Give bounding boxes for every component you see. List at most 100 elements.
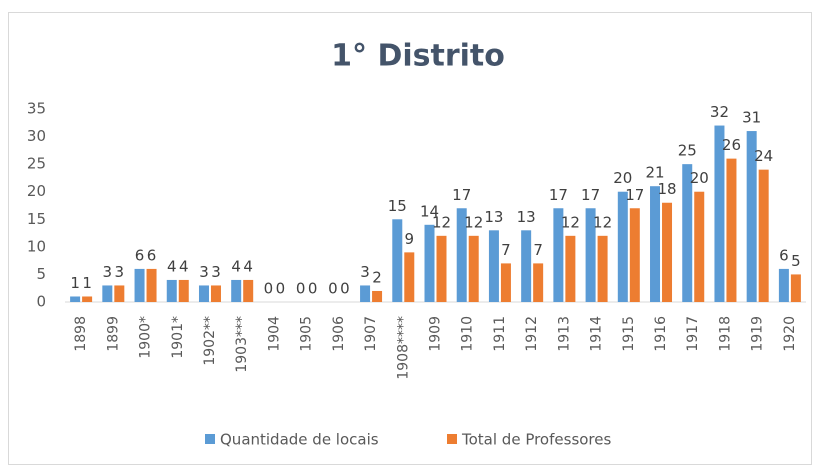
- bar: [597, 235, 608, 302]
- x-tick-label: 1908****: [395, 316, 411, 380]
- data-label: 3: [211, 263, 221, 281]
- data-label: 0: [340, 280, 350, 298]
- data-label: 15: [388, 197, 407, 215]
- bar: [70, 296, 81, 302]
- data-label: 31: [742, 109, 761, 127]
- data-label: 4: [243, 257, 253, 275]
- data-label: 32: [710, 103, 729, 121]
- bar: [553, 208, 564, 302]
- data-label: 12: [432, 213, 451, 231]
- x-tick-label: 1915: [621, 316, 637, 352]
- bar: [533, 263, 544, 302]
- chart-frame: [8, 12, 812, 465]
- data-label: 6: [779, 246, 789, 264]
- data-label: 3: [360, 263, 370, 281]
- bar: [82, 296, 93, 302]
- x-tick-label: 1911: [492, 316, 508, 352]
- x-tick-label: 1903***: [234, 316, 250, 373]
- bar: [360, 285, 371, 302]
- y-tick-label: 10: [27, 237, 46, 255]
- bar: [198, 285, 209, 302]
- data-label: 4: [167, 257, 177, 275]
- y-tick-label: 25: [27, 155, 46, 173]
- bar: [134, 268, 145, 302]
- data-label: 9: [405, 230, 415, 248]
- data-label: 1: [70, 274, 80, 292]
- bar: [243, 279, 254, 302]
- x-tick-label: 1918: [717, 316, 733, 352]
- bar: [210, 285, 221, 302]
- bar: [178, 279, 189, 302]
- bar: [436, 235, 447, 302]
- data-label: 21: [645, 164, 664, 182]
- data-label: 17: [452, 186, 471, 204]
- data-label: 2: [372, 268, 382, 286]
- bar: [521, 230, 532, 302]
- x-tick-label: 1907: [363, 316, 379, 352]
- data-label: 17: [625, 186, 644, 204]
- bar: [758, 169, 769, 302]
- legend-swatch: [205, 434, 215, 444]
- bar: [468, 235, 479, 302]
- x-tick-label: 1917: [685, 316, 701, 352]
- data-label: 17: [581, 186, 600, 204]
- x-tick-label: 1912: [524, 316, 540, 352]
- bar: [650, 186, 661, 302]
- data-label: 12: [464, 213, 483, 231]
- y-tick-label: 15: [27, 210, 46, 228]
- bar: [694, 191, 705, 302]
- data-label: 6: [135, 246, 145, 264]
- bar: [778, 268, 789, 302]
- bar: [231, 279, 242, 302]
- y-tick-label: 0: [36, 293, 46, 311]
- data-label: 1: [82, 274, 92, 292]
- data-label: 14: [420, 202, 439, 220]
- data-label: 6: [147, 246, 157, 264]
- legend-label: Total de Professores: [461, 431, 611, 449]
- bar: [746, 131, 757, 302]
- data-label: 24: [754, 147, 773, 165]
- x-tick-label: 1905: [299, 316, 315, 352]
- bar: [790, 274, 801, 302]
- x-tick-label: 1898: [73, 316, 89, 352]
- x-tick-label: 1910: [460, 316, 476, 352]
- x-tick-label: 1916: [653, 316, 669, 352]
- bar: [488, 230, 499, 302]
- bar: [146, 268, 157, 302]
- bar: [500, 263, 511, 302]
- data-label: 0: [308, 280, 318, 298]
- data-label: 25: [678, 142, 697, 160]
- bar: [617, 191, 628, 302]
- data-label: 20: [613, 169, 632, 187]
- bar: [372, 290, 383, 302]
- data-label: 5: [791, 252, 801, 270]
- bar: [424, 224, 435, 302]
- bar: [456, 208, 467, 302]
- x-tick-label: 1899: [105, 316, 121, 352]
- legend-label: Quantidade de locais: [220, 431, 379, 449]
- x-tick-label: 1904: [266, 316, 282, 352]
- x-tick-label: 1914: [589, 316, 605, 352]
- data-label: 3: [115, 263, 125, 281]
- bar: [102, 285, 113, 302]
- data-label: 0: [276, 280, 286, 298]
- data-label: 13: [517, 208, 536, 226]
- bar: [404, 252, 415, 302]
- data-label: 7: [501, 241, 511, 259]
- bar: [585, 208, 596, 302]
- x-tick-label: 1906: [331, 316, 347, 352]
- data-label: 12: [561, 213, 580, 231]
- y-tick-label: 35: [27, 100, 46, 118]
- data-label: 7: [533, 241, 543, 259]
- bar: [726, 158, 737, 302]
- data-label: 13: [484, 208, 503, 226]
- y-tick-label: 20: [27, 182, 46, 200]
- x-tick-label: 1902**: [202, 316, 218, 366]
- data-label: 18: [657, 180, 676, 198]
- x-tick-label: 1913: [556, 316, 572, 352]
- data-label: 4: [231, 257, 241, 275]
- data-label: 3: [103, 263, 113, 281]
- bar: [662, 202, 673, 302]
- x-tick-label: 1900*: [138, 316, 154, 359]
